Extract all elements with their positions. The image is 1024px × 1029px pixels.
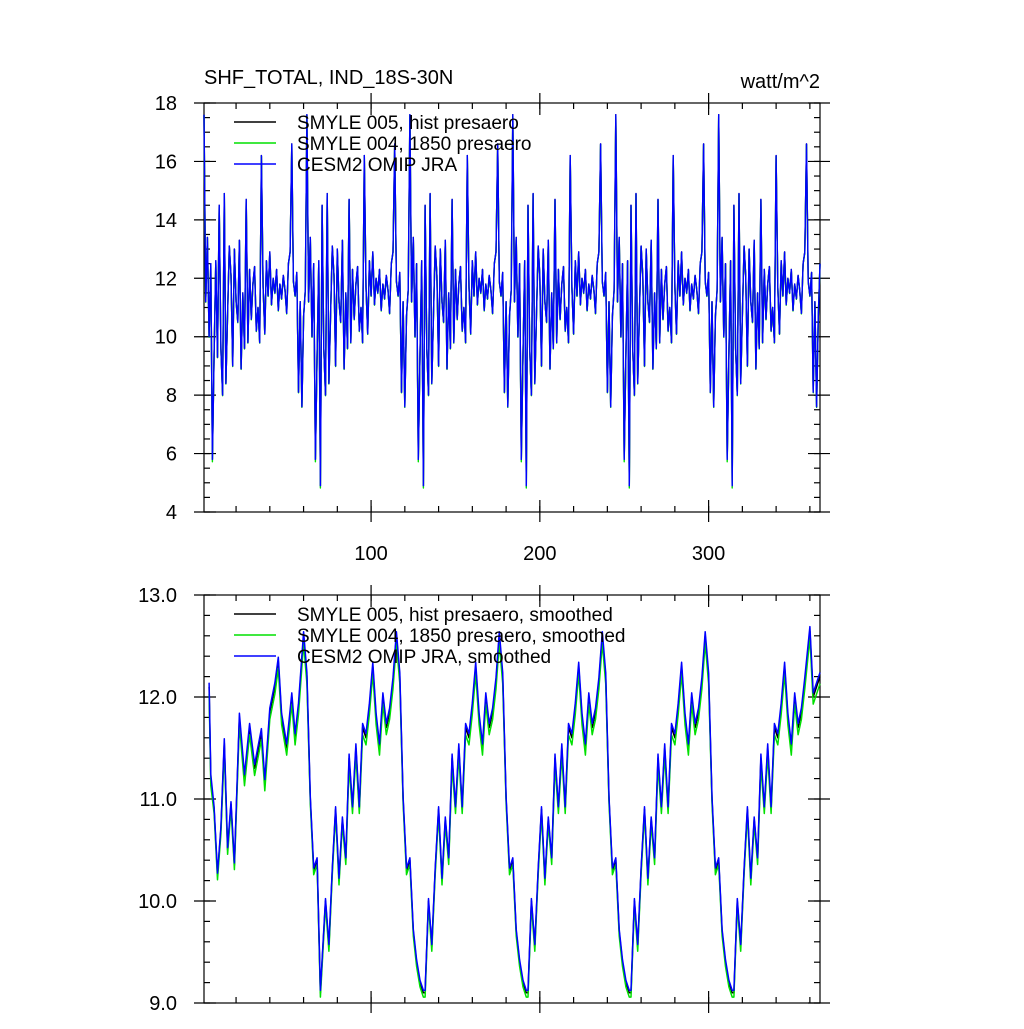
chart-title: SHF_TOTAL, IND_18S-30N	[204, 67, 453, 89]
legend-label: CESM2 OMIP JRA, smoothed	[297, 647, 551, 668]
series-line-cesm2-omip-jra-smoothed	[208, 625, 821, 992]
x-tick-label: 200	[523, 543, 556, 565]
legend-label: SMYLE 005, hist presaero	[297, 113, 519, 134]
legend-label: SMYLE 004, 1850 presaero, smoothed	[297, 626, 625, 647]
legend-label: SMYLE 004, 1850 presaero	[297, 134, 532, 155]
legend-label: CESM2 OMIP JRA	[297, 155, 457, 176]
y-tick-label: 10.0	[138, 891, 177, 913]
y-tick-label: 8	[166, 385, 177, 407]
x-tick-label: 100	[354, 543, 387, 565]
y-tick-label: 12	[155, 268, 177, 290]
series-line-smyle004-1850-smoothed	[208, 637, 821, 998]
y-tick-label: 11.0	[140, 789, 177, 811]
x-tick-label: 300	[692, 543, 725, 565]
top-panel: SHF_TOTAL, IND_18S-30N watt/m^2 4 6 8 10 12 1…	[155, 67, 830, 565]
y-tick-label: 16	[155, 151, 177, 173]
legend-label: SMYLE 005, hist presaero, smoothed	[297, 605, 613, 626]
y-tick-label: 18	[155, 93, 177, 115]
y-tick-label: 6	[166, 444, 177, 466]
y-tick-label: 10	[155, 327, 177, 349]
bottom-panel: 9.0 10.0 11.0 12.0 13.0 SMYLE 005, hist presa…	[138, 585, 830, 1015]
series-line-cesm2-omip-jra	[203, 114, 821, 487]
plot-area	[203, 114, 821, 489]
units-label: watt/m^2	[740, 71, 820, 93]
y-tick-label: 14	[155, 210, 177, 232]
plot-area	[208, 625, 821, 998]
y-tick-label: 9.0	[149, 993, 177, 1015]
y-tick-label: 4	[166, 502, 177, 524]
y-tick-label: 12.0	[138, 687, 177, 709]
y-tick-label: 13.0	[138, 585, 177, 607]
